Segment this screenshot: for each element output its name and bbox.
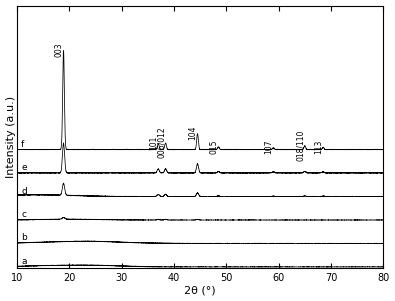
Text: 006/012: 006/012 [156, 127, 166, 158]
Y-axis label: Intensity (a.u.): Intensity (a.u.) [6, 96, 15, 178]
Text: a: a [21, 257, 26, 266]
Text: b: b [21, 233, 27, 242]
Text: 104: 104 [188, 126, 198, 140]
Text: f: f [21, 140, 24, 149]
Text: 015: 015 [209, 139, 218, 154]
Text: d: d [21, 187, 27, 196]
Text: 003: 003 [55, 42, 64, 57]
Text: 113: 113 [314, 139, 323, 154]
Text: 018/110: 018/110 [296, 129, 305, 161]
Text: 107: 107 [264, 140, 273, 154]
Text: 101: 101 [149, 136, 158, 150]
X-axis label: 2θ (°): 2θ (°) [184, 285, 216, 296]
Text: e: e [21, 163, 27, 172]
Text: c: c [21, 210, 26, 219]
